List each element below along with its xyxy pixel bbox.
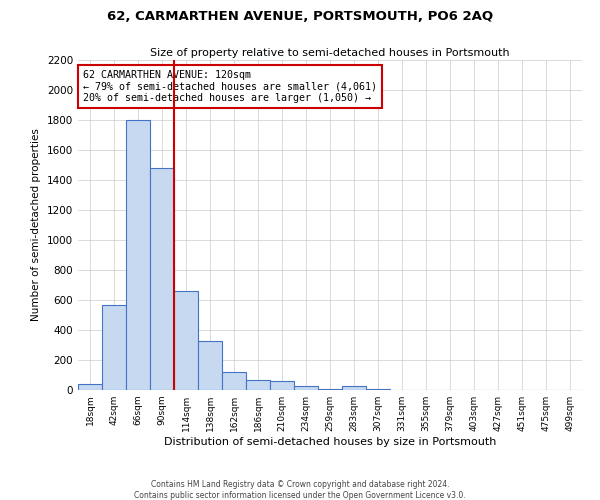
Bar bbox=[78, 384, 102, 390]
Bar bbox=[294, 386, 318, 390]
Bar bbox=[198, 341, 222, 390]
X-axis label: Distribution of semi-detached houses by size in Portsmouth: Distribution of semi-detached houses by … bbox=[164, 437, 496, 447]
Bar bbox=[270, 382, 294, 390]
Text: 62 CARMARTHEN AVENUE: 120sqm
← 79% of semi-detached houses are smaller (4,061)
2: 62 CARMARTHEN AVENUE: 120sqm ← 79% of se… bbox=[83, 70, 377, 103]
Bar bbox=[222, 372, 246, 390]
Bar bbox=[342, 386, 366, 390]
Bar bbox=[150, 168, 174, 390]
Bar bbox=[126, 120, 150, 390]
Title: Size of property relative to semi-detached houses in Portsmouth: Size of property relative to semi-detach… bbox=[150, 48, 510, 58]
Bar bbox=[174, 291, 198, 390]
Text: 62, CARMARTHEN AVENUE, PORTSMOUTH, PO6 2AQ: 62, CARMARTHEN AVENUE, PORTSMOUTH, PO6 2… bbox=[107, 10, 493, 23]
Bar bbox=[246, 380, 270, 390]
Bar bbox=[366, 388, 390, 390]
Text: Contains HM Land Registry data © Crown copyright and database right 2024.
Contai: Contains HM Land Registry data © Crown c… bbox=[134, 480, 466, 500]
Bar bbox=[102, 304, 126, 390]
Bar bbox=[318, 389, 342, 390]
Y-axis label: Number of semi-detached properties: Number of semi-detached properties bbox=[31, 128, 41, 322]
